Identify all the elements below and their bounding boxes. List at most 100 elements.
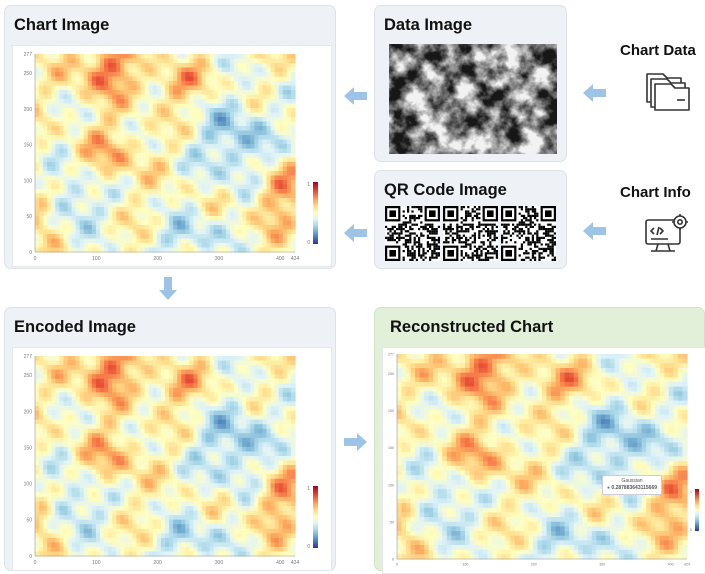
heatmap-cell bbox=[218, 492, 223, 497]
heatmap-cell bbox=[222, 447, 227, 452]
heatmap-cell bbox=[157, 230, 162, 235]
heatmap-cell bbox=[161, 99, 166, 104]
heatmap-cell bbox=[169, 547, 174, 552]
heatmap-cell bbox=[108, 243, 113, 248]
heatmap-cell bbox=[80, 474, 85, 479]
heatmap-cell bbox=[133, 140, 138, 145]
heatmap-cell bbox=[210, 515, 215, 520]
heatmap-cell bbox=[88, 456, 93, 461]
heatmap-cell bbox=[120, 185, 125, 190]
heatmap-cell bbox=[173, 185, 178, 190]
heatmap-cell bbox=[96, 162, 101, 167]
heatmap-cell bbox=[291, 216, 296, 221]
heatmap-cell bbox=[108, 99, 113, 104]
heatmap-cell bbox=[108, 230, 113, 235]
heatmap-cell bbox=[169, 63, 174, 68]
heatmap-cell bbox=[92, 162, 97, 167]
heatmap-cell bbox=[100, 149, 105, 154]
heatmap-cell bbox=[230, 479, 235, 484]
heatmap-cell bbox=[137, 212, 142, 217]
heatmap-cell bbox=[80, 447, 85, 452]
heatmap-cell bbox=[169, 501, 174, 506]
heatmap-cell bbox=[141, 81, 146, 86]
heatmap-cell bbox=[267, 203, 272, 208]
heatmap-cell bbox=[137, 506, 142, 511]
heatmap-cell bbox=[189, 63, 194, 68]
heatmap-cell bbox=[47, 461, 52, 466]
heatmap-cell bbox=[124, 140, 129, 145]
heatmap-cell bbox=[47, 99, 52, 104]
heatmap-cell bbox=[246, 212, 251, 217]
heatmap-cell bbox=[153, 239, 158, 244]
heatmap-cell bbox=[104, 420, 109, 425]
heatmap-cell bbox=[198, 63, 203, 68]
heatmap-cell bbox=[100, 95, 105, 100]
heatmap-cell bbox=[169, 198, 174, 203]
colorbar-min-label: 0 bbox=[307, 240, 310, 246]
heatmap-cell bbox=[291, 54, 296, 59]
heatmap-cell bbox=[291, 131, 296, 136]
heatmap-cell bbox=[141, 529, 146, 534]
heatmap-cell bbox=[181, 185, 186, 190]
heatmap-cell bbox=[165, 397, 170, 402]
heatmap-cell bbox=[149, 392, 154, 397]
heatmap-cell bbox=[153, 194, 158, 199]
heatmap-cell bbox=[63, 520, 68, 525]
heatmap-cell bbox=[193, 95, 198, 100]
heatmap-cell bbox=[193, 388, 198, 393]
heatmap-cell bbox=[271, 185, 276, 190]
heatmap-cell bbox=[55, 149, 60, 154]
heatmap-cell bbox=[63, 230, 68, 235]
heatmap-cell bbox=[185, 356, 190, 361]
heatmap-cell bbox=[218, 59, 223, 64]
heatmap-cell bbox=[128, 433, 133, 438]
heatmap-cell bbox=[35, 108, 40, 113]
heatmap-cell bbox=[234, 216, 239, 221]
heatmap-cell bbox=[234, 167, 239, 172]
heatmap-cell bbox=[206, 86, 211, 91]
heatmap-cell bbox=[153, 95, 158, 100]
heatmap-cell bbox=[84, 176, 89, 181]
heatmap-cell bbox=[279, 108, 284, 113]
heatmap-cell bbox=[222, 90, 227, 95]
heatmap-cell bbox=[254, 90, 259, 95]
heatmap-cell bbox=[80, 361, 85, 366]
heatmap-cell bbox=[198, 492, 203, 497]
heatmap-cell bbox=[63, 81, 68, 86]
heatmap-cell bbox=[43, 474, 48, 479]
heatmap-cell bbox=[96, 411, 101, 416]
heatmap-cell bbox=[218, 194, 223, 199]
heatmap-cell bbox=[39, 547, 44, 552]
heatmap-cell bbox=[165, 104, 170, 109]
heatmap-cell bbox=[157, 438, 162, 443]
heatmap-cell bbox=[35, 68, 40, 73]
heatmap-cell bbox=[137, 542, 142, 547]
heatmap-cell bbox=[80, 86, 85, 91]
heatmap-cell bbox=[51, 465, 56, 470]
heatmap-cell bbox=[189, 203, 194, 208]
heatmap-cell bbox=[169, 203, 174, 208]
heatmap-cell bbox=[153, 113, 158, 118]
heatmap-cell bbox=[177, 506, 182, 511]
heatmap-cell bbox=[177, 81, 182, 86]
heatmap-cell bbox=[198, 122, 203, 127]
heatmap-cell bbox=[47, 415, 52, 420]
heatmap-cell bbox=[193, 383, 198, 388]
heatmap-cell bbox=[80, 63, 85, 68]
heatmap-cell bbox=[35, 239, 40, 244]
heatmap-cell bbox=[173, 383, 178, 388]
heatmap-cell bbox=[63, 113, 68, 118]
heatmap-cell bbox=[226, 383, 231, 388]
heatmap-cell bbox=[68, 212, 73, 217]
heatmap-cell bbox=[137, 401, 142, 406]
heatmap-cell bbox=[116, 515, 121, 520]
heatmap-cell bbox=[72, 234, 77, 239]
heatmap-cell bbox=[169, 483, 174, 488]
heatmap-cell bbox=[145, 542, 150, 547]
heatmap-cell bbox=[51, 194, 56, 199]
heatmap-cell bbox=[68, 365, 73, 370]
heatmap-cell bbox=[96, 433, 101, 438]
heatmap-cell bbox=[63, 153, 68, 158]
heatmap-cell bbox=[230, 383, 235, 388]
heatmap-cell bbox=[43, 356, 48, 361]
